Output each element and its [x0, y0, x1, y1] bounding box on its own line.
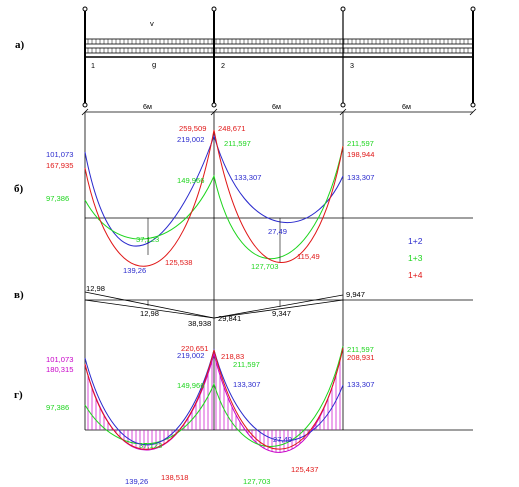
dead-load-band	[84, 47, 474, 54]
b-sp2-red: 115,49	[297, 252, 320, 261]
b-sp1-green: 37,123	[136, 235, 159, 244]
curve-b-green	[84, 145, 344, 259]
legend-item-1: 1+2	[408, 236, 423, 246]
hinge-bottom-0	[82, 102, 88, 108]
load-label-g: g	[152, 60, 156, 69]
g-s3-red: 208,931	[347, 353, 374, 362]
b-s3-green: 211,597	[347, 139, 374, 148]
v-s3-a: 9,347	[272, 309, 291, 318]
b-s2-blue: 219,002	[177, 135, 204, 144]
row-label-b: б)	[14, 183, 24, 195]
diagram-g: 101,073 180,315 97,386 220,651 219,002 2…	[46, 344, 374, 486]
diagram-v: 12,98 12,98 38,938 29,841 9,347 9,947	[84, 284, 365, 328]
curve-g-green	[84, 345, 344, 447]
b-sp2-green: 127,703	[251, 262, 278, 271]
row-label-a: а)	[15, 39, 25, 51]
hinge-top-1	[211, 6, 217, 12]
g-s3-green: 211,597	[347, 345, 374, 354]
v-left-bottom: 12,98	[140, 309, 159, 318]
hinge-top-3	[470, 6, 476, 12]
g-s2-red-right: 218,83	[221, 352, 244, 361]
hinge-top-2	[340, 6, 346, 12]
g-s2-blue-right: 133,307	[233, 380, 260, 389]
support-number-1: 1	[91, 61, 95, 70]
g-sp1-red: 138,518	[161, 473, 188, 482]
g-s2-green-inner: 149,966	[177, 381, 204, 390]
hinge-bottom-1	[211, 102, 217, 108]
g-left-green: 97,386	[46, 403, 69, 412]
b-s2-blue-right: 133,307	[234, 173, 261, 182]
g-s2-red: 220,651	[181, 344, 208, 353]
v-s2-b: 29,841	[218, 314, 241, 323]
g-sp1-green: 37,123	[139, 441, 162, 450]
g-left-red: 180,315	[46, 365, 73, 374]
g-sp2-red: 125,437	[291, 465, 318, 474]
hinge-bottom-3	[470, 102, 476, 108]
v-s3-b: 9,947	[346, 290, 365, 299]
row-label-v: в)	[14, 289, 24, 301]
b-s2-green-inner: 149,966	[177, 176, 204, 185]
g-sp2-green: 127,703	[243, 477, 270, 486]
b-sp1-red: 125,538	[165, 258, 192, 267]
envelope-hatching	[87, 359, 341, 453]
b-s3-red: 198,944	[347, 150, 374, 159]
legend: 1+2 1+3 1+4	[408, 236, 423, 280]
diagram-b: 101,073 167,935 97,386 259,509 248,671 2…	[46, 124, 374, 275]
b-sp1-blue: 139,26	[123, 266, 146, 275]
b-s2-red-left: 259,509	[179, 124, 206, 133]
curve-g-red	[84, 347, 344, 450]
load-label-v: v	[150, 19, 154, 28]
line-v-lower	[84, 294, 344, 319]
b-left-red: 167,935	[46, 161, 73, 170]
diagram-frame	[84, 112, 473, 431]
b-s3-blue: 133,307	[347, 173, 374, 182]
v-left-top: 12,98	[86, 284, 105, 293]
b-s2-red-right: 248,671	[218, 124, 245, 133]
span-length-3: 6м	[402, 102, 411, 111]
b-sp2-blue: 27,49	[268, 227, 287, 236]
span-length-2: 6м	[272, 102, 281, 111]
v-s2-a: 38,938	[188, 319, 211, 328]
g-s2-blue: 219,002	[177, 351, 204, 360]
g-sp2-blue: 27,49	[273, 435, 292, 444]
hinge-top-0	[82, 6, 88, 12]
support-number-3: 3	[350, 61, 354, 70]
support-number-2: 2	[221, 61, 225, 70]
load-hatching	[87, 39, 469, 53]
legend-item-3: 1+4	[408, 270, 423, 280]
g-s2-green: 211,597	[233, 360, 260, 369]
row-label-g: г)	[14, 389, 23, 401]
dimension-tick-3	[469, 108, 477, 116]
legend-item-2: 1+3	[408, 253, 423, 263]
live-load-band	[84, 38, 474, 45]
span-length-1: 6м	[143, 102, 152, 111]
beam-scheme: v g 1 2 3 6м 6м 6м	[81, 6, 477, 116]
g-sp1-blue: 139,26	[125, 477, 148, 486]
curve-b-blue	[84, 134, 344, 247]
b-left-blue: 101,073	[46, 150, 73, 159]
curve-b-red	[84, 129, 344, 267]
b-left-green: 97,386	[46, 194, 69, 203]
hinge-bottom-2	[340, 102, 346, 108]
b-s2-green: 211,597	[224, 139, 251, 148]
g-left-blue: 101,073	[46, 355, 73, 364]
g-s3-blue: 133,307	[347, 380, 374, 389]
